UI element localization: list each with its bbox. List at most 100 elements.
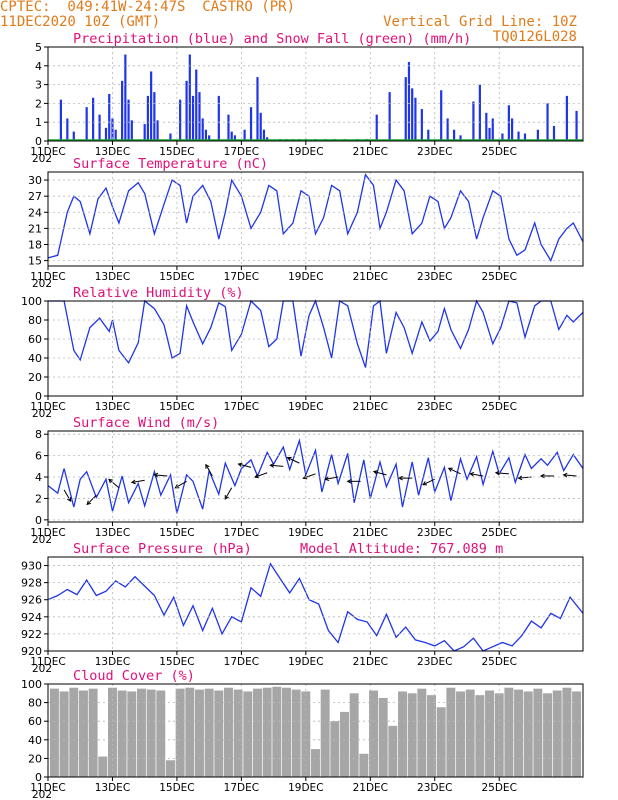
x-tick-label: 21DEC xyxy=(353,527,388,539)
wind-arrow xyxy=(539,473,554,479)
bar xyxy=(562,687,572,777)
x-tick-label: 13DEC xyxy=(95,656,130,668)
chart-header: CPTEC: 049:41W-24:47S CASTRO (PR) 11DEC2… xyxy=(0,0,618,46)
wind-arrow xyxy=(372,470,387,476)
wind-arrow xyxy=(286,456,300,464)
bar xyxy=(124,54,127,141)
x-tick-label: 15DEC xyxy=(159,782,194,794)
bar xyxy=(320,689,330,777)
bar xyxy=(191,95,195,141)
bar xyxy=(266,137,269,141)
wind-arrow xyxy=(269,463,284,468)
bar xyxy=(262,687,272,777)
panel-1: 0 1 2 3 4 5 11DEC 13DEC 15DEC 17DEC 19DEC 21DEC 23DE… xyxy=(30,31,584,165)
grid xyxy=(47,172,583,266)
run-date: 11DEC2020 10Z (GMT) xyxy=(0,14,161,30)
x-tick-label: 17DEC xyxy=(224,401,259,413)
bar xyxy=(475,695,485,777)
panel-4: 0 2 4 6 8 11DEC 13DEC 15DEC 17DEC 19DEC 21DEC 23DEC… xyxy=(30,415,584,546)
bar xyxy=(165,760,175,777)
bar xyxy=(533,688,543,777)
x-tick-label: 17DEC xyxy=(224,146,259,158)
bar xyxy=(427,695,436,777)
y-tick-label: 926 xyxy=(21,594,42,607)
bar xyxy=(175,688,185,777)
series-line xyxy=(47,438,584,514)
panel-5: 920 922 924 926 928 930 11DEC 13DEC 15DEC 17DEC 19… xyxy=(21,541,584,675)
wind-arrow xyxy=(130,479,145,485)
x-tick-label: 11DEC xyxy=(30,401,65,413)
bar xyxy=(179,99,182,141)
bar xyxy=(111,118,114,141)
bar xyxy=(510,118,514,141)
panel-annotation: Model Altitude: 767.089 m xyxy=(300,541,503,557)
wind-arrow xyxy=(494,470,509,476)
wind-arrow xyxy=(302,473,316,480)
y-tick-label: 20 xyxy=(28,371,42,384)
y-tick-label: 2 xyxy=(35,97,42,110)
x-tick-label: 23DEC xyxy=(417,146,452,158)
bar xyxy=(233,135,237,141)
x-tick-label: 23DEC xyxy=(417,271,452,283)
bar xyxy=(169,133,172,141)
x-tick-label: 17DEC xyxy=(224,782,259,794)
wind-arrow xyxy=(398,475,413,481)
y-tick-label: 100 xyxy=(21,295,42,308)
grid xyxy=(47,301,583,396)
x-tick-label: 25DEC xyxy=(481,782,516,794)
bar xyxy=(114,129,117,141)
y-tick-label: 100 xyxy=(21,678,42,691)
y-tick-label: 18 xyxy=(28,239,42,252)
bar xyxy=(224,687,233,777)
bar xyxy=(375,114,378,141)
bar xyxy=(78,690,88,777)
x-tick-label: 19DEC xyxy=(288,527,323,539)
y-tick-label: 27 xyxy=(28,190,42,203)
x-tick-label: 23DEC xyxy=(417,656,452,668)
bar xyxy=(227,114,230,141)
y-tick-label: 6 xyxy=(35,450,42,463)
x-tick-label: 19DEC xyxy=(288,146,323,158)
x-tick-label: 25DEC xyxy=(481,146,516,158)
bar xyxy=(536,129,539,141)
bar xyxy=(69,687,79,777)
y-tick-label: 5 xyxy=(35,41,42,54)
bar xyxy=(501,133,504,141)
y-tick-label: 15 xyxy=(28,255,42,268)
bar xyxy=(98,756,108,777)
year-label: 202 xyxy=(32,534,52,546)
plot-frame xyxy=(47,171,584,267)
x-tick-label: 17DEC xyxy=(224,656,259,668)
x-tick-label: 15DEC xyxy=(159,271,194,283)
bar xyxy=(85,107,88,141)
bar xyxy=(388,725,398,777)
bar xyxy=(546,103,549,141)
bar xyxy=(146,689,156,777)
y-tick-label: 922 xyxy=(21,628,42,641)
y-tick-label: 1 xyxy=(35,116,42,129)
bar xyxy=(452,129,456,141)
x-tick-label: 21DEC xyxy=(353,656,388,668)
x-tick-label: 25DEC xyxy=(481,527,516,539)
plot-frame xyxy=(47,683,584,778)
bar xyxy=(217,95,220,141)
bar xyxy=(291,689,301,777)
bar xyxy=(107,687,117,777)
wind-arrow xyxy=(86,494,97,506)
bar xyxy=(243,691,253,777)
year-label: 202 xyxy=(32,789,52,800)
bar xyxy=(136,688,146,777)
y-tick-label: 40 xyxy=(28,734,42,747)
bar xyxy=(398,691,407,777)
y-tick-label: 0 xyxy=(35,135,42,148)
bar xyxy=(249,107,253,141)
wind-arrow xyxy=(224,487,233,500)
bar xyxy=(504,687,514,777)
bar xyxy=(552,125,556,141)
bar xyxy=(59,99,62,141)
plot-frame xyxy=(47,46,584,142)
bar xyxy=(243,129,246,141)
bar xyxy=(104,127,108,141)
bar xyxy=(572,691,582,777)
panel-title: Relative Humidity (%) xyxy=(73,285,244,301)
